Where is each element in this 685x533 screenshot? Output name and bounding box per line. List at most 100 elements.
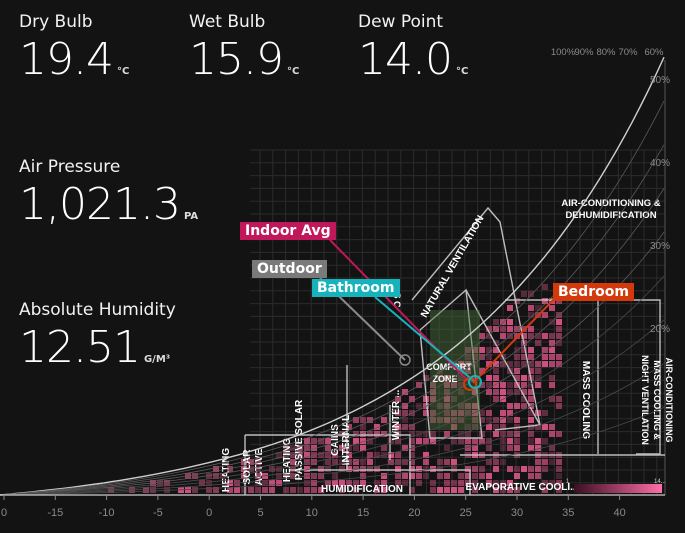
rh-top-label: 90% (574, 47, 594, 58)
heatmap-cell (542, 347, 548, 353)
heatmap-cell (304, 459, 310, 465)
heatmap-cell (353, 417, 359, 423)
heatmap-cell (493, 368, 499, 374)
heatmap-cell (556, 487, 562, 493)
heatmap-cell (360, 480, 366, 486)
heatmap-cell (472, 466, 478, 472)
heatmap-cell (395, 410, 401, 416)
heatmap-cell (549, 459, 555, 465)
absolute-humidity-value: 12.51 G/M³ (19, 326, 176, 370)
heatmap-cell (472, 473, 478, 479)
heatmap-cell (325, 452, 331, 458)
heatmap-cell (556, 466, 562, 472)
dry-bulb-value: 19.4 °C (19, 38, 129, 82)
heatmap-cell (402, 389, 408, 395)
heatmap-cell (535, 438, 541, 444)
heatmap-cell (444, 480, 450, 486)
heatmap-cell (514, 403, 520, 409)
heatmap-cell (465, 361, 471, 367)
heatmap-cell (206, 487, 212, 493)
bathroom-tag[interactable]: Bathroom (312, 279, 400, 297)
heatmap-cell (465, 438, 471, 444)
heatmap-cell (535, 424, 541, 430)
heatmap-cell (444, 487, 450, 493)
x-tick-label: 25 (460, 507, 472, 519)
heatmap-cell (458, 389, 464, 395)
heatmap-cell (465, 473, 471, 479)
bedroom-tag[interactable]: Bedroom (553, 283, 634, 301)
heatmap-cell (374, 466, 380, 472)
heatmap-cell (255, 473, 261, 479)
heatmap-cell (521, 333, 527, 339)
dew-point-number: 14.0 (358, 34, 453, 85)
heatmap-cell (283, 473, 289, 479)
heatmap-cell (437, 368, 443, 374)
comfort-zone-fill (430, 310, 480, 430)
metric-dry-bulb: Dry Bulb 19.4 °C (19, 12, 129, 82)
heatmap-cell (437, 466, 443, 472)
heatmap-cell (521, 347, 527, 353)
heatmap-cell (535, 340, 541, 346)
heatmap-cell (514, 326, 520, 332)
heatmap-cell (430, 487, 436, 493)
rh-side-label: 50% (650, 75, 670, 86)
heatmap-cell (493, 375, 499, 381)
heatmap-cell (507, 487, 513, 493)
heatmap-cell (283, 452, 289, 458)
heatmap-cell (542, 487, 548, 493)
rh-curve (0, 319, 665, 496)
heatmap-cell (542, 410, 548, 416)
heatmap-cell (486, 382, 492, 388)
heatmap-cell (514, 354, 520, 360)
heatmap-cell (500, 333, 506, 339)
heatmap-cell (493, 459, 499, 465)
heatmap-cell (465, 368, 471, 374)
metric-wet-bulb: Wet Bulb 15.9 °C (189, 12, 299, 82)
heatmap-cell (437, 473, 443, 479)
heatmap-cell (556, 396, 562, 402)
zone-ac-mass-label: MASS COOLING & (652, 360, 662, 440)
heatmap-cell (395, 459, 401, 465)
heatmap-cell (528, 333, 534, 339)
heatmap-cell (514, 473, 520, 479)
heatmap-cell (395, 480, 401, 486)
heatmap-cell (402, 403, 408, 409)
heatmap-cell (486, 445, 492, 451)
heatmap-cell (297, 452, 303, 458)
heatmap-cell (514, 445, 520, 451)
heatmap-cell (206, 473, 212, 479)
indoor-avg-tag[interactable]: Indoor Avg (240, 222, 336, 240)
air-pressure-unit: PA (183, 211, 199, 222)
heatmap-cell (451, 410, 457, 416)
heatmap-cell (206, 480, 212, 486)
heatmap-cell (311, 480, 317, 486)
heatmap-cell (514, 438, 520, 444)
rh-curve (0, 188, 665, 496)
heatmap-cell (486, 438, 492, 444)
heatmap-cell (507, 438, 513, 444)
heatmap-cell (255, 480, 261, 486)
bathroom-connector (374, 296, 476, 383)
zone-mass-cooling-label: MASS COOLING (580, 361, 591, 440)
absolute-humidity-unit: G/M³ (143, 354, 171, 365)
x-tick-label: 40 (613, 507, 625, 519)
zone-passive-solar-label: HEATING (282, 438, 293, 482)
heatmap-cell (367, 438, 373, 444)
heatmap-cell (479, 382, 485, 388)
outdoor-tag[interactable]: Outdoor (252, 260, 327, 278)
heatmap-cell (465, 480, 471, 486)
heatmap-cell (290, 466, 296, 472)
heatmap-cell (444, 403, 450, 409)
heatmap-cell (493, 424, 499, 430)
heatmap-cell (479, 410, 485, 416)
x-tick-label: 0 (1, 507, 7, 519)
heatmap-cell (556, 340, 562, 346)
heatmap-cell (556, 459, 562, 465)
heatmap-cell (507, 319, 513, 325)
heatmap-cell (402, 480, 408, 486)
heatmap-cell (549, 445, 555, 451)
heatmap-cell (521, 361, 527, 367)
heatmap-cell (416, 473, 422, 479)
heatmap-cell (416, 480, 422, 486)
heatmap-cell (360, 445, 366, 451)
